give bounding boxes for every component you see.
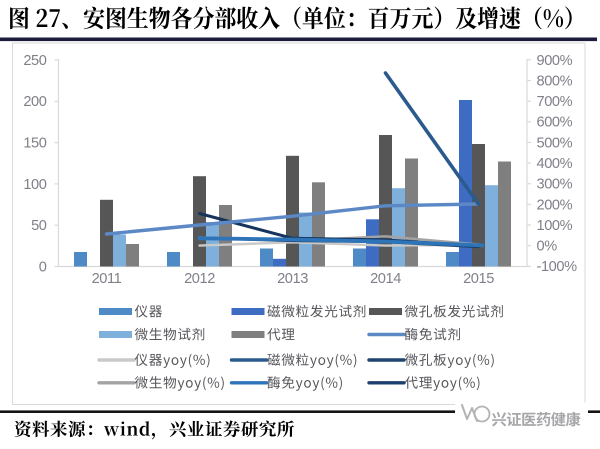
svg-text:500%: 500% [537, 135, 573, 151]
svg-text:250: 250 [23, 53, 46, 69]
svg-text:300%: 300% [537, 177, 573, 193]
svg-text:100: 100 [23, 177, 46, 193]
svg-text:2015: 2015 [463, 271, 494, 287]
svg-text:2011: 2011 [92, 271, 122, 287]
svg-text:900%: 900% [537, 53, 573, 69]
svg-text:2012: 2012 [184, 271, 215, 287]
svg-text:400%: 400% [537, 156, 573, 172]
svg-text:200: 200 [23, 94, 46, 110]
svg-text:0%: 0% [537, 239, 558, 255]
svg-text:2013: 2013 [277, 271, 308, 287]
svg-text:50: 50 [31, 218, 47, 234]
svg-text:100%: 100% [537, 218, 573, 234]
svg-text:2014: 2014 [370, 271, 401, 287]
svg-text:700%: 700% [537, 94, 573, 110]
svg-text:0: 0 [39, 259, 47, 275]
svg-text:150: 150 [23, 136, 46, 152]
svg-text:800%: 800% [537, 73, 573, 89]
svg-text:200%: 200% [537, 197, 573, 213]
svg-text:-100%: -100% [537, 259, 578, 275]
svg-text:600%: 600% [537, 115, 573, 131]
